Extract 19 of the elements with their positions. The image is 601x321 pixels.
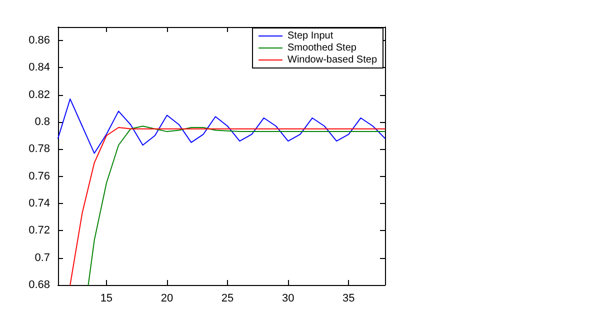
x-tick-label: 15 [100,292,113,304]
x-tick-label: 30 [282,292,294,304]
y-tick-label: 0.68 [28,279,50,291]
legend-label: Step Input [288,30,334,42]
legend-label: Smoothed Step [288,42,357,54]
y-tick-label: 0.74 [28,198,50,210]
x-tick-label: 20 [160,292,174,304]
y-tick-label: 0.86 [28,34,50,47]
y-tick-label: 0.76 [28,170,50,182]
y-tick-label: 0.82 [28,88,50,101]
y-tick-label: 0.8 [34,116,50,128]
legend-label: Window-based Step [288,54,378,66]
y-tick-label: 0.7 [34,252,50,264]
line-series [58,98,386,154]
y-tick-label: 0.84 [28,62,50,74]
y-tick-label: 0.78 [28,143,50,156]
x-tick-label: 35 [342,292,355,304]
y-tick-label: 0.72 [28,224,50,237]
x-tick-label: 25 [221,292,234,304]
